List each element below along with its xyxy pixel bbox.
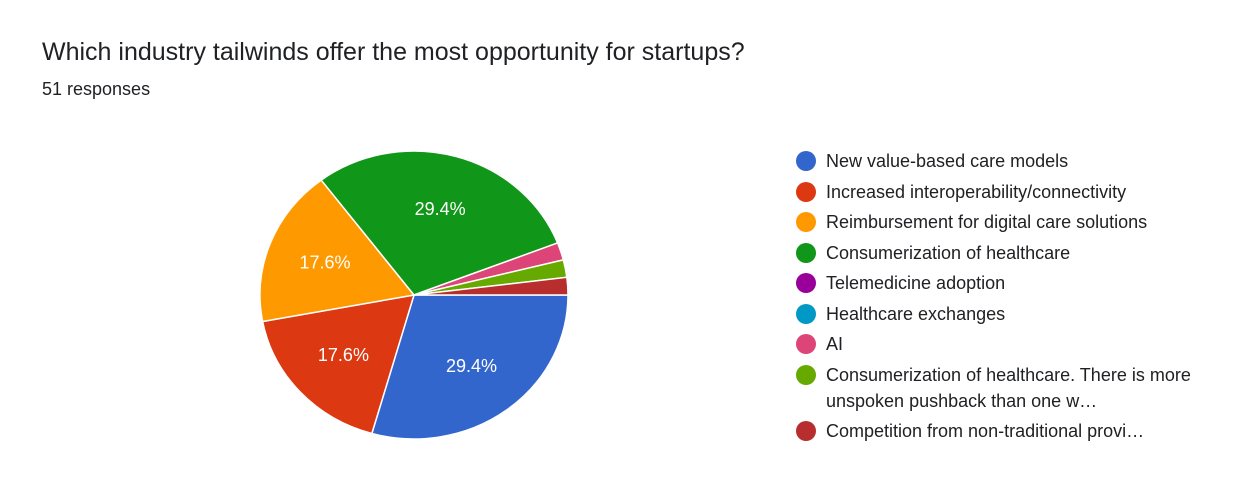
- slice-label-2: 17.6%: [318, 345, 369, 365]
- legend-item[interactable]: New value-based care models: [796, 148, 1236, 174]
- response-count: 51 responses: [42, 79, 151, 99]
- legend-label: Healthcare exchanges: [826, 303, 1006, 324]
- legend-item[interactable]: Healthcare exchanges: [796, 301, 1236, 327]
- legend-swatch: [796, 242, 816, 263]
- slice-label-1: 29.4%: [446, 356, 497, 376]
- legend-item[interactable]: Increased interoperability/connectivity: [796, 179, 1236, 205]
- legend-item[interactable]: Consumerization of healthcare. There is …: [796, 362, 1236, 414]
- pie-slice-4[interactable]: [320, 150, 559, 296]
- legend-swatch: [796, 151, 816, 171]
- legend-swatch: [796, 273, 816, 293]
- pie-slice-9[interactable]: [413, 276, 569, 296]
- legend-label: Consumerization of healthcare: [826, 242, 1071, 263]
- legend-label: New value-based care models: [826, 151, 1069, 171]
- legend-item[interactable]: AI: [796, 331, 1236, 357]
- chart-legend: New value-based care models Increased int…: [796, 148, 1236, 444]
- slice-label-3: 17.6%: [299, 253, 350, 273]
- legend-swatch: [796, 364, 816, 385]
- legend-label: Consumerization of healthcare. There is …: [826, 364, 1191, 411]
- legend-item[interactable]: Consumerization of healthcare: [796, 240, 1236, 266]
- legend-label: Reimbursement for digital care solutions: [826, 212, 1148, 232]
- pie-slice-2[interactable]: [261, 294, 416, 435]
- legend-item[interactable]: Competition from non-traditional provi…: [796, 418, 1236, 444]
- pie-slice-1[interactable]: [370, 294, 569, 440]
- legend-item[interactable]: Reimbursement for digital care solutions: [796, 209, 1236, 235]
- legend-label: Increased interoperability/connectivity: [826, 181, 1127, 202]
- legend-swatch: [796, 212, 816, 232]
- legend-label: Telemedicine adoption: [826, 273, 1006, 293]
- legend-item[interactable]: Telemedicine adoption: [796, 270, 1236, 296]
- chart-title: Which industry tailwinds offer the most …: [42, 38, 745, 66]
- pie-slice-3[interactable]: [259, 179, 416, 323]
- legend-swatch: [796, 181, 816, 202]
- legend-label: AI: [826, 334, 844, 354]
- slice-label-4: 29.4%: [415, 199, 466, 219]
- legend-swatch: [796, 334, 816, 354]
- legend-swatch: [796, 421, 816, 441]
- legend-swatch: [796, 303, 816, 324]
- legend-label: Competition from non-traditional provi…: [826, 421, 1145, 441]
